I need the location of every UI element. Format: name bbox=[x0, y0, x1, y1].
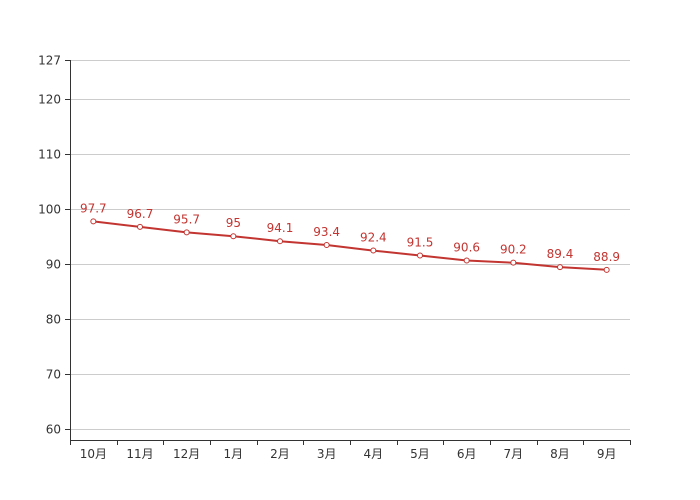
data-label: 94.1 bbox=[267, 221, 294, 235]
data-label: 90.6 bbox=[453, 240, 480, 254]
y-tick-label: 110 bbox=[38, 148, 61, 162]
data-label: 95 bbox=[226, 216, 241, 230]
data-label: 91.5 bbox=[407, 236, 434, 250]
data-label: 92.4 bbox=[360, 231, 387, 245]
data-point bbox=[183, 229, 190, 236]
data-label: 93.4 bbox=[313, 225, 340, 239]
data-label: 96.7 bbox=[127, 207, 154, 221]
y-tick-label: 80 bbox=[46, 313, 61, 327]
y-tick-label: 60 bbox=[46, 423, 61, 437]
x-tick-label: 2月 bbox=[270, 447, 290, 461]
series-line bbox=[93, 220, 607, 271]
data-point bbox=[90, 218, 97, 225]
x-tick-label: 12月 bbox=[173, 447, 200, 461]
data-labels: 97.7 96.7 95.7 95 94.1 93.4 92.4 91.5 90.6 90.2 89… bbox=[80, 201, 620, 263]
data-label: 88.9 bbox=[593, 250, 620, 264]
data-point bbox=[370, 247, 377, 254]
data-point bbox=[323, 242, 330, 249]
x-tick-label: 9月 bbox=[597, 447, 617, 461]
data-label: 97.7 bbox=[80, 201, 107, 215]
data-label: 89.4 bbox=[547, 247, 574, 261]
axis-ticks: 60 70 80 90 100 110 120 127 10月 11月 12月 1月 2月 3月 4月 5月 6… bbox=[38, 54, 631, 461]
data-label: 90.2 bbox=[500, 243, 527, 257]
y-tick-label: 120 bbox=[38, 93, 61, 107]
data-point bbox=[510, 259, 517, 266]
x-tick-label: 6月 bbox=[457, 447, 477, 461]
data-point bbox=[557, 264, 563, 271]
data-point bbox=[463, 257, 470, 264]
data-point bbox=[277, 238, 283, 245]
data-label: 95.7 bbox=[173, 212, 200, 226]
data-point bbox=[137, 223, 143, 230]
x-tick-label: 10月 bbox=[80, 447, 107, 461]
y-tick-label: 70 bbox=[46, 368, 61, 382]
x-tick-label: 11月 bbox=[126, 447, 153, 461]
x-tick-label: 5月 bbox=[410, 447, 430, 461]
x-tick-label: 7月 bbox=[504, 447, 524, 461]
y-tick-label: 127 bbox=[38, 54, 61, 68]
data-point bbox=[417, 252, 423, 259]
data-point bbox=[603, 266, 610, 273]
grid-lines bbox=[70, 60, 630, 430]
y-tick-label: 90 bbox=[46, 258, 61, 272]
x-tick-label: 3月 bbox=[317, 447, 337, 461]
data-point bbox=[230, 233, 237, 240]
x-tick-label: 1月 bbox=[224, 447, 244, 461]
x-tick-label: 4月 bbox=[364, 447, 384, 461]
x-tick-label: 8月 bbox=[550, 447, 570, 461]
series-layer bbox=[90, 218, 610, 273]
y-tick-label: 100 bbox=[38, 203, 61, 217]
